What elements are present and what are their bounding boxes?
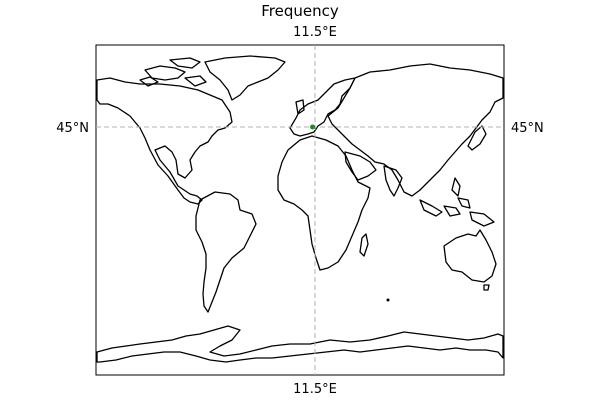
australia-coastline — [443, 229, 497, 283]
arabia-coastline — [344, 151, 377, 181]
europe-coastline — [289, 77, 356, 137]
arctic-islands-coastline — [139, 57, 207, 87]
marker-layer — [310, 124, 316, 130]
coastlines — [96, 55, 504, 363]
madagascar-coastline — [359, 233, 369, 257]
small-island — [386, 298, 390, 302]
southeast-asia-islands-coastline — [419, 177, 495, 227]
asia-coastline — [327, 63, 504, 197]
map-title: Frequency — [261, 2, 339, 20]
india-coastline — [383, 165, 403, 197]
south-america-coastline — [195, 191, 257, 313]
tasmania-coastline — [483, 284, 490, 291]
parallel-label-left: 45°N — [56, 121, 89, 136]
meridian-label-top: 11.5°E — [293, 25, 337, 40]
japan-coastline — [467, 125, 487, 151]
africa-coastline — [277, 135, 371, 271]
location-marker — [310, 124, 316, 130]
meridian-label-bottom: 11.5°E — [293, 382, 337, 397]
parallel-label-right: 45°N — [511, 121, 544, 136]
antarctica-coastline — [96, 325, 504, 363]
north-america-coastline — [96, 77, 233, 205]
map-frame — [95, 44, 505, 376]
greenland-coastline — [204, 55, 286, 101]
